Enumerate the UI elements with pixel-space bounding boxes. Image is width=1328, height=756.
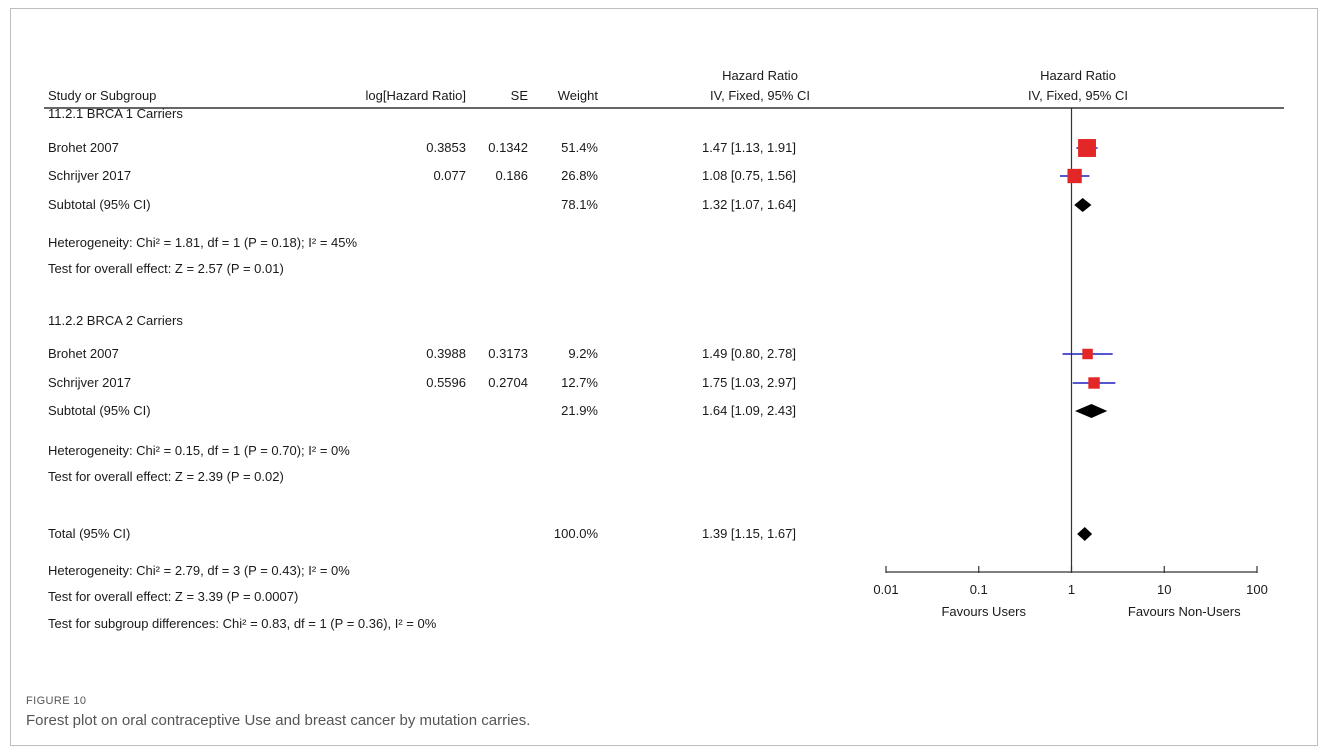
heterogeneity-text: Heterogeneity: Chi² = 0.15, df = 1 (P = … bbox=[48, 443, 350, 458]
subtotal-label: Subtotal (95% CI) bbox=[48, 403, 151, 418]
x-tick-label: 0.01 bbox=[873, 582, 898, 597]
forest-plot: Hazard Ratio Hazard Ratio Study or Subgrou… bbox=[44, 68, 1284, 631]
study-hr-ci: 1.47 [1.13, 1.91] bbox=[702, 140, 796, 155]
figure-label: FIGURE 10 bbox=[26, 695, 87, 707]
header-log-hr: log[Hazard Ratio] bbox=[366, 88, 466, 103]
subtotal-hr-ci: 1.32 [1.07, 1.64] bbox=[702, 197, 796, 212]
study-hr-ci: 1.75 [1.03, 2.97] bbox=[702, 375, 796, 390]
subtotal-label: Subtotal (95% CI) bbox=[48, 197, 151, 212]
header-hr-method: IV, Fixed, 95% CI bbox=[710, 88, 810, 103]
favours-right-label: Favours Non-Users bbox=[1128, 604, 1241, 619]
x-tick-label: 100 bbox=[1246, 582, 1268, 597]
total-diamond bbox=[1077, 527, 1093, 541]
subgroup-title: 11.2.1 BRCA 1 Carriers bbox=[48, 106, 183, 121]
subtotal-diamond bbox=[1074, 404, 1108, 418]
total-label: Total (95% CI) bbox=[48, 526, 130, 541]
study-name: Brohet 2007 bbox=[48, 140, 119, 155]
subgroup-differences-text: Test for subgroup differences: Chi² = 0.… bbox=[48, 616, 437, 631]
study-weight: 26.8% bbox=[561, 168, 598, 183]
header-plot-method: IV, Fixed, 95% CI bbox=[1028, 88, 1128, 103]
subtotal-hr-ci: 1.64 [1.09, 2.43] bbox=[702, 403, 796, 418]
study-log-hr: 0.077 bbox=[433, 168, 466, 183]
header-se: SE bbox=[511, 88, 529, 103]
study-hr-ci: 1.49 [0.80, 2.78] bbox=[702, 346, 796, 361]
study-se: 0.2704 bbox=[488, 375, 528, 390]
header-plot-hazard-ratio: Hazard Ratio bbox=[1040, 68, 1116, 83]
header-study: Study or Subgroup bbox=[48, 88, 156, 103]
study-marker bbox=[1088, 377, 1100, 389]
x-tick-label: 1 bbox=[1068, 582, 1075, 597]
study-log-hr: 0.5596 bbox=[426, 375, 466, 390]
total-hr-ci: 1.39 [1.15, 1.67] bbox=[702, 526, 796, 541]
figure-caption: Forest plot on oral contraceptive Use an… bbox=[26, 712, 531, 729]
total-heterogeneity-text: Heterogeneity: Chi² = 2.79, df = 3 (P = … bbox=[48, 563, 350, 578]
study-se: 0.3173 bbox=[488, 346, 528, 361]
study-marker bbox=[1067, 168, 1082, 184]
study-se: 0.186 bbox=[495, 168, 528, 183]
favours-left-label: Favours Users bbox=[941, 604, 1026, 619]
overall-effect-text: Test for overall effect: Z = 2.57 (P = 0… bbox=[48, 261, 284, 276]
subtotal-weight: 21.9% bbox=[561, 403, 598, 418]
study-name: Brohet 2007 bbox=[48, 346, 119, 361]
overall-effect-text: Test for overall effect: Z = 2.39 (P = 0… bbox=[48, 469, 284, 484]
study-hr-ci: 1.08 [0.75, 1.56] bbox=[702, 168, 796, 183]
total-weight: 100.0% bbox=[554, 526, 599, 541]
header-weight: Weight bbox=[558, 88, 599, 103]
x-tick-label: 0.1 bbox=[970, 582, 988, 597]
figure-frame bbox=[10, 8, 1318, 746]
subtotal-weight: 78.1% bbox=[561, 197, 598, 212]
study-log-hr: 0.3988 bbox=[426, 346, 466, 361]
header-hazard-ratio: Hazard Ratio bbox=[722, 68, 798, 83]
study-name: Schrijver 2017 bbox=[48, 375, 131, 390]
study-weight: 9.2% bbox=[568, 346, 598, 361]
study-weight: 51.4% bbox=[561, 140, 598, 155]
subgroup-title: 11.2.2 BRCA 2 Carriers bbox=[48, 313, 183, 328]
study-name: Schrijver 2017 bbox=[48, 168, 131, 183]
study-log-hr: 0.3853 bbox=[426, 140, 466, 155]
study-marker bbox=[1082, 348, 1093, 360]
study-marker bbox=[1078, 139, 1096, 157]
x-tick-label: 10 bbox=[1157, 582, 1171, 597]
study-weight: 12.7% bbox=[561, 375, 598, 390]
study-se: 0.1342 bbox=[488, 140, 528, 155]
heterogeneity-text: Heterogeneity: Chi² = 1.81, df = 1 (P = … bbox=[48, 235, 357, 250]
total-overall-effect-text: Test for overall effect: Z = 3.39 (P = 0… bbox=[48, 589, 298, 604]
subtotal-diamond bbox=[1074, 198, 1092, 212]
